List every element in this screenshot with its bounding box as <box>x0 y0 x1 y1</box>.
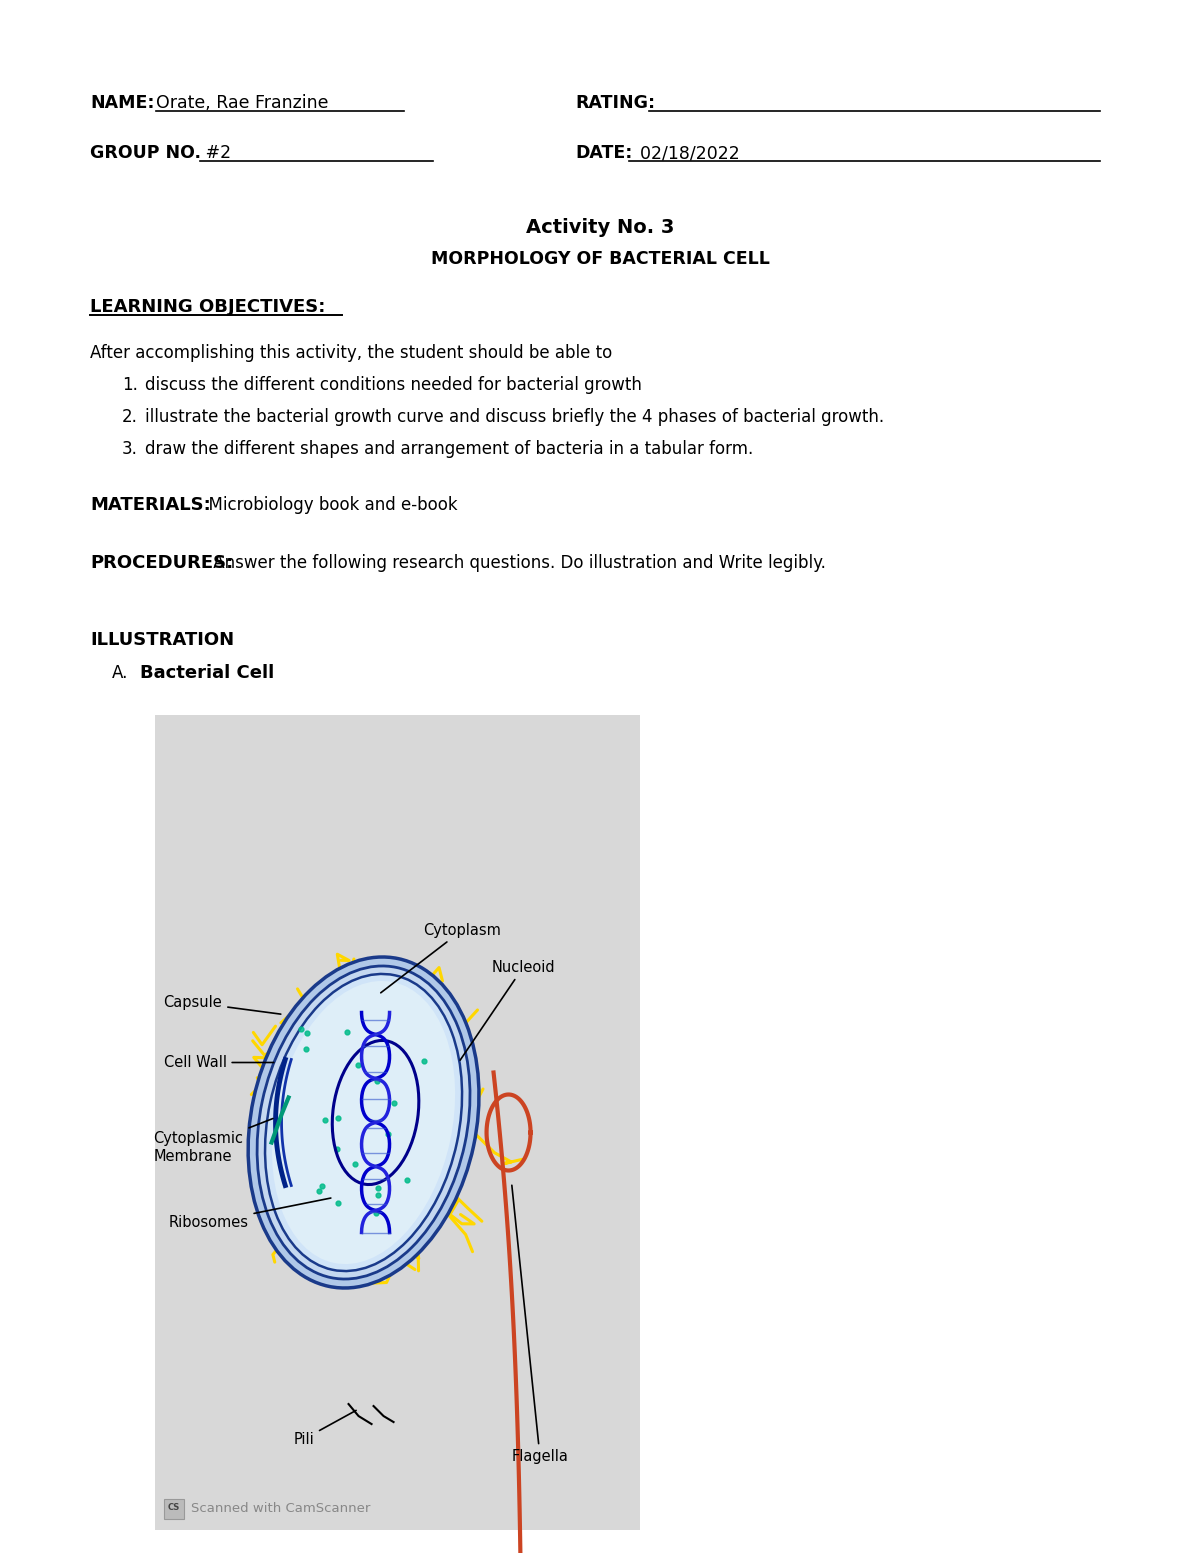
Text: Ribosomes: Ribosomes <box>168 1197 331 1230</box>
Text: Answer the following research questions. Do illustration and Write legibly.: Answer the following research questions.… <box>208 554 826 572</box>
Ellipse shape <box>257 966 470 1280</box>
Text: Orate, Rae Franzine: Orate, Rae Franzine <box>156 95 329 112</box>
Text: discuss the different conditions needed for bacterial growth: discuss the different conditions needed … <box>145 376 642 394</box>
Bar <box>155 714 640 1530</box>
Text: Pili: Pili <box>294 1410 356 1446</box>
Text: LEARNING OBJECTIVES:: LEARNING OBJECTIVES: <box>90 298 325 315</box>
Text: #2: #2 <box>200 144 232 162</box>
Text: MATERIALS:: MATERIALS: <box>90 495 211 514</box>
Text: draw the different shapes and arrangement of bacteria in a tabular form.: draw the different shapes and arrangemen… <box>145 439 754 458</box>
Text: Activity No. 3: Activity No. 3 <box>526 217 674 238</box>
Ellipse shape <box>248 957 479 1287</box>
Text: 3.: 3. <box>122 439 138 458</box>
FancyBboxPatch shape <box>164 1499 184 1519</box>
Text: MORPHOLOGY OF BACTERIAL CELL: MORPHOLOGY OF BACTERIAL CELL <box>431 250 769 269</box>
Text: Microbiology book and e-book: Microbiology book and e-book <box>198 495 457 514</box>
Text: Flagella: Flagella <box>511 1185 569 1464</box>
Text: Cytoplasm: Cytoplasm <box>380 922 502 992</box>
Text: GROUP NO.: GROUP NO. <box>90 144 202 162</box>
Text: Cell Wall: Cell Wall <box>163 1054 274 1070</box>
Text: ILLUSTRATION: ILLUSTRATION <box>90 631 234 649</box>
Text: illustrate the bacterial growth curve and discuss briefly the 4 phases of bacter: illustrate the bacterial growth curve an… <box>145 408 884 426</box>
Text: Capsule: Capsule <box>163 995 281 1014</box>
Text: 02/18/2022: 02/18/2022 <box>629 144 739 162</box>
Text: 1.: 1. <box>122 376 138 394</box>
Text: Nucleoid: Nucleoid <box>460 960 556 1061</box>
Text: Scanned with CamScanner: Scanned with CamScanner <box>191 1502 371 1514</box>
Text: PROCEDURES:: PROCEDURES: <box>90 554 233 572</box>
Text: CS: CS <box>168 1503 180 1513</box>
Text: Cytoplasmic
Membrane: Cytoplasmic Membrane <box>154 1118 272 1163</box>
Ellipse shape <box>272 981 455 1264</box>
Ellipse shape <box>265 974 462 1270</box>
Text: RATING:: RATING: <box>575 95 655 112</box>
Text: DATE:: DATE: <box>575 144 632 162</box>
Text: 2.: 2. <box>122 408 138 426</box>
Text: Bacterial Cell: Bacterial Cell <box>140 665 275 682</box>
Text: NAME:: NAME: <box>90 95 155 112</box>
Text: A.: A. <box>112 665 128 682</box>
Text: After accomplishing this activity, the student should be able to: After accomplishing this activity, the s… <box>90 345 612 362</box>
